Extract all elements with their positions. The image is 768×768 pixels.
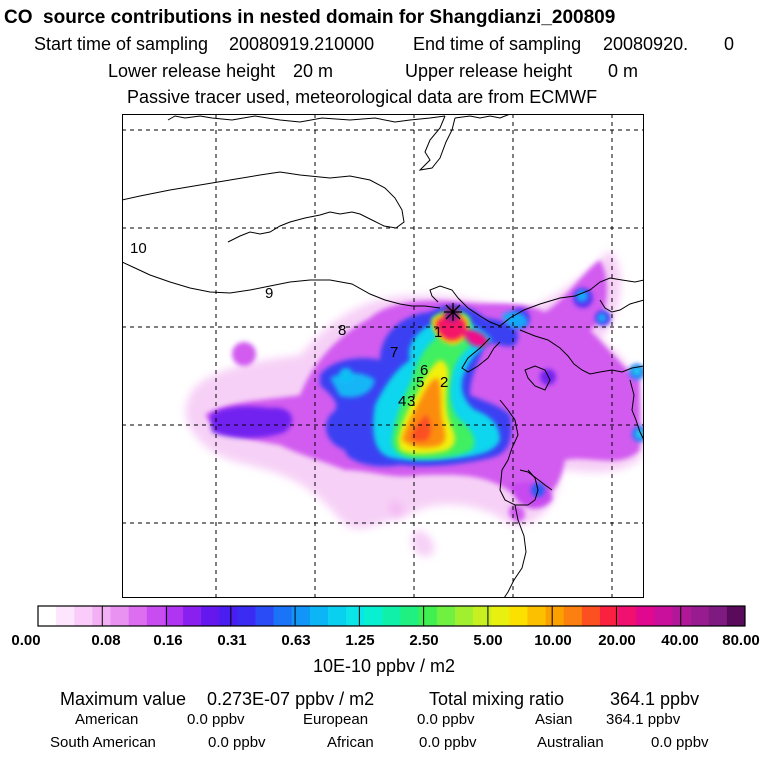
map-label-2: 2 bbox=[440, 374, 448, 391]
colorbar bbox=[37, 605, 746, 627]
end-time-value: 20080920. bbox=[603, 34, 689, 54]
colorbar-segment bbox=[346, 606, 365, 626]
colorbar-segment bbox=[255, 606, 274, 626]
colorbar-segment bbox=[364, 606, 383, 626]
end-time-label: End time of sampling bbox=[413, 34, 582, 54]
tracer-note: Passive tracer used, meteorological data… bbox=[127, 87, 598, 107]
total-mixing-label: Total mixing ratio bbox=[429, 689, 565, 709]
region-value: 0.0 ppbv bbox=[419, 734, 477, 751]
map-label-1: 1 bbox=[434, 324, 442, 341]
map-title: CO source contributions in nested domain… bbox=[4, 7, 616, 28]
colorbar-segment bbox=[183, 606, 202, 626]
colorbar-segment bbox=[527, 606, 546, 626]
region-name: South American bbox=[50, 734, 156, 751]
colorbar-segment bbox=[291, 606, 311, 626]
colorbar-segment bbox=[654, 606, 673, 626]
colorbar-segment bbox=[418, 606, 438, 626]
colorbar-segment bbox=[599, 606, 619, 626]
map-label-4: 4 bbox=[398, 393, 406, 410]
colorbar-tick-label: 1.25 bbox=[345, 632, 375, 649]
colorbar-segment bbox=[273, 606, 293, 626]
colorbar-segment bbox=[491, 606, 510, 626]
lower-release-label: Lower release height bbox=[108, 61, 276, 81]
map-label-10: 10 bbox=[130, 240, 147, 257]
colorbar-tick-label: 2.50 bbox=[409, 632, 439, 649]
colorbar-segment bbox=[618, 606, 637, 626]
colorbar-unit: 10E-10 ppbv / m2 bbox=[312, 656, 456, 676]
region-name: European bbox=[303, 711, 369, 728]
max-value: 0.273E-07 ppbv / m2 bbox=[207, 689, 375, 709]
colorbar-segment bbox=[400, 606, 419, 626]
colorbar-tick-label: 10.00 bbox=[534, 632, 572, 649]
colorbar-segment bbox=[636, 606, 655, 626]
colorbar-segment bbox=[581, 606, 601, 626]
colorbar-segment bbox=[309, 606, 329, 626]
colorbar-tick-label: 0.16 bbox=[153, 632, 183, 649]
region-value: 0.0 ppbv bbox=[651, 734, 709, 751]
colorbar-segment bbox=[473, 606, 492, 626]
map-label-3: 3 bbox=[407, 393, 415, 410]
colorbar-segment bbox=[690, 606, 710, 626]
upper-release-label: Upper release height bbox=[405, 61, 573, 81]
region-value: 0.0 ppbv bbox=[208, 734, 266, 751]
map-label-6: 6 bbox=[420, 362, 428, 379]
colorbar-tick-label: 20.00 bbox=[598, 632, 636, 649]
lower-release-value: 20 m bbox=[293, 61, 334, 81]
colorbar-segment bbox=[454, 606, 474, 626]
region-value: 0.0 ppbv bbox=[417, 711, 475, 728]
colorbar-segment bbox=[201, 606, 220, 626]
colorbar-tick-label: 5.00 bbox=[473, 632, 503, 649]
map-frame bbox=[122, 114, 644, 598]
colorbar-segment bbox=[328, 606, 347, 626]
map-label-8: 8 bbox=[338, 322, 346, 339]
colorbar-segment bbox=[74, 606, 93, 626]
colorbar-frame bbox=[37, 605, 746, 627]
start-time-label: Start time of sampling bbox=[34, 34, 209, 54]
receptor-star-icon bbox=[444, 303, 462, 321]
colorbar-segment bbox=[382, 606, 401, 626]
colorbar-segment bbox=[726, 606, 746, 626]
end-time-value-2: 0 bbox=[724, 34, 735, 54]
colorbar-segment bbox=[436, 606, 456, 626]
colorbar-segment bbox=[38, 606, 57, 626]
map-label-9: 9 bbox=[265, 285, 273, 302]
colorbar-tick-label: 80.00 bbox=[722, 632, 760, 649]
max-value-label: Maximum value bbox=[60, 689, 187, 709]
colorbar-tick-label: 0.63 bbox=[281, 632, 311, 649]
colorbar-segment bbox=[545, 606, 565, 626]
colorbar-segment bbox=[219, 606, 238, 626]
colorbar-segment bbox=[237, 606, 256, 626]
colorbar-segment bbox=[708, 606, 728, 626]
colorbar-segment bbox=[128, 606, 148, 626]
upper-release-value: 0 m bbox=[608, 61, 639, 81]
colorbar-tick-label: 0.31 bbox=[217, 632, 247, 649]
colorbar-segment bbox=[509, 606, 528, 626]
map-label-5: 5 bbox=[416, 374, 424, 391]
lat-lon-grid bbox=[122, 114, 644, 598]
map-label-7: 7 bbox=[390, 344, 398, 361]
region-value: 0.0 ppbv bbox=[187, 711, 245, 728]
region-name: Australian bbox=[537, 734, 604, 751]
region-value: 364.1 ppbv bbox=[606, 711, 681, 728]
colorbar-segment bbox=[563, 606, 583, 626]
colorbar-segment bbox=[146, 606, 166, 626]
colorbar-segment bbox=[164, 606, 184, 626]
region-name: Asian bbox=[535, 711, 573, 728]
colorbar-segment bbox=[56, 606, 75, 626]
region-name: American bbox=[75, 711, 139, 728]
colorbar-segment bbox=[672, 606, 691, 626]
region-name: African bbox=[327, 734, 374, 751]
concentration-field bbox=[185, 250, 644, 557]
colorbar-tick-label: 0.08 bbox=[91, 632, 121, 649]
colorbar-segment bbox=[92, 606, 111, 626]
total-mixing-value: 364.1 ppbv bbox=[610, 689, 700, 709]
start-time-value: 20080919.210000 bbox=[229, 34, 375, 54]
colorbar-segment bbox=[110, 606, 129, 626]
colorbar-tick-label: 0.00 bbox=[11, 632, 41, 649]
colorbar-tick-label: 40.00 bbox=[661, 632, 699, 649]
